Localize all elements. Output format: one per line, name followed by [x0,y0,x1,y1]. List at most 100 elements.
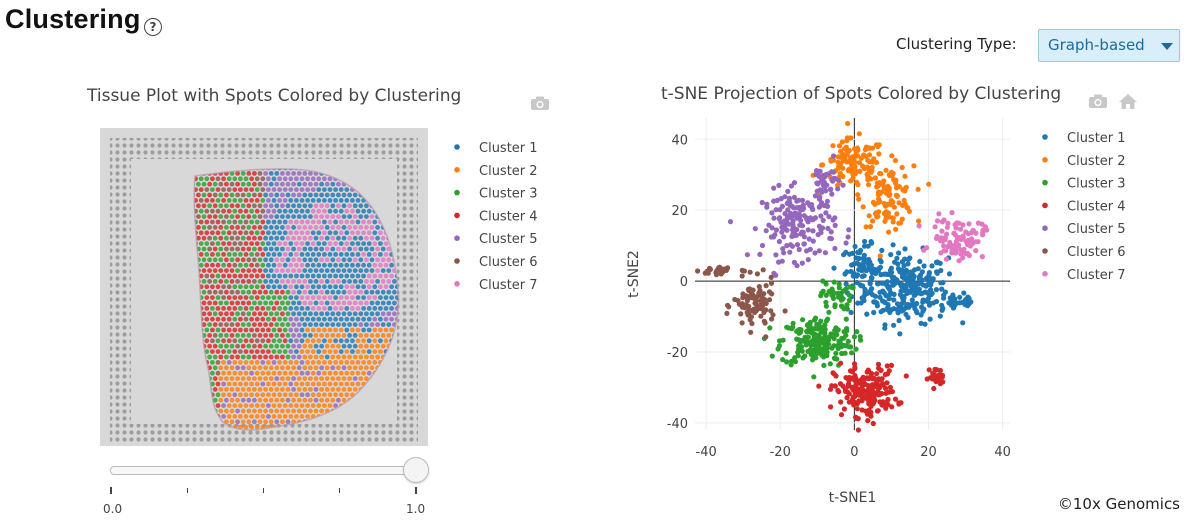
tissue-spot [238,403,243,408]
tsne-point [800,202,806,208]
home-icon[interactable] [1118,93,1138,110]
tissue-spot [316,295,322,300]
tissue-spot [277,338,282,344]
tissue-spot [308,300,313,306]
legend-item-label[interactable]: Cluster 1 [1067,131,1126,146]
tsne-point [889,153,895,159]
legend-item-label[interactable]: Cluster 5 [1067,222,1126,237]
tissue-spot [198,219,204,225]
tissue-spot [378,338,383,344]
legend-item-label[interactable]: Cluster 7 [1067,268,1126,283]
tissue-spot [260,338,266,344]
opacity-slider-handle[interactable] [403,457,429,483]
clustering-type-select[interactable]: Graph-based [1038,29,1180,62]
tissue-spot [333,198,338,203]
tissue-spot [271,316,277,322]
tissue-spot [350,349,355,354]
tissue-spot [282,349,288,354]
legend-item-label[interactable]: Cluster 2 [479,164,538,179]
tissue-spot [212,181,218,187]
camera-icon[interactable] [530,95,550,111]
tissue-spot [305,381,310,387]
tissue-spot [229,376,235,381]
opacity-slider-track[interactable] [110,466,418,475]
tissue-spot [263,408,268,414]
legend-item-label[interactable]: Cluster 4 [1067,199,1126,214]
legend-item-label[interactable]: Cluster 5 [479,232,538,247]
tissue-spot [324,343,330,349]
tsne-point [781,234,787,240]
legend-item-label[interactable]: Cluster 3 [479,187,538,202]
tissue-spot [260,241,266,246]
tissue-spot [338,370,344,376]
tissue-spot [215,392,221,398]
legend-item-label[interactable]: Cluster 4 [479,209,538,224]
tissue-spot [327,208,333,214]
tissue-spot [238,414,243,419]
camera-icon[interactable] [1088,93,1108,109]
tissue-spot [313,203,319,209]
help-icon[interactable]: ? [144,18,162,36]
tsne-point [858,155,864,161]
tissue-spot [212,279,218,284]
tissue-spot [229,279,235,284]
tissue-spot [364,279,369,284]
tsne-point [759,199,765,206]
tissue-spot [302,225,308,230]
tissue-spot [266,381,271,387]
tissue-spot [319,268,324,273]
legend-item-label[interactable]: Cluster 6 [479,255,538,270]
tsne-point [864,311,870,317]
tissue-spot [268,192,274,198]
legend-item-label[interactable]: Cluster 1 [479,141,538,156]
legend-item-label[interactable]: Cluster 3 [1067,177,1126,192]
legend-item-label[interactable]: Cluster 7 [479,278,538,293]
tissue-spot [327,403,333,408]
tissue-spot [344,338,350,344]
tissue-spot [257,214,263,219]
tissue-spot [347,300,352,306]
tissue-spot [263,322,268,327]
tissue-spot [369,322,375,327]
tissue-spot [285,376,291,381]
tissue-spot [229,289,235,295]
tissue-spot [229,333,235,338]
legend-item-label[interactable]: Cluster 2 [1067,154,1126,169]
tsne-point [810,228,816,234]
tissue-spot [260,252,266,257]
tissue-spot [218,387,224,392]
tissue-spot [229,311,235,317]
tissue-spot [347,235,352,241]
tsne-point [752,226,758,232]
tissue-spot [316,370,322,376]
tissue-spot [341,268,347,273]
tissue-spot [302,397,308,403]
tissue-spot [212,225,218,230]
tissue-spot [271,360,277,365]
tsne-point [816,248,822,254]
tissue-spot [322,295,327,300]
tissue-spot [240,311,246,317]
tissue-spot [196,225,201,230]
tsne-point [818,213,824,219]
tissue-spot [263,181,268,187]
tsne-point [845,338,851,344]
tissue-spot [347,387,352,392]
tissue-spot [221,403,226,408]
tissue-spot [308,279,313,284]
tissue-spot [218,333,224,338]
tissue-spot [226,381,232,387]
tsne-point [777,207,783,213]
tsne-point [899,259,905,265]
tissue-spot [268,225,274,230]
tissue-spot [204,306,210,311]
tsne-point [884,363,890,369]
tsne-point [778,219,784,225]
tissue-spot [224,203,229,209]
tsne-point [853,414,859,420]
tsne-point [836,143,843,149]
tissue-spot [296,343,302,349]
tissue-spot [285,343,291,349]
legend-item-label[interactable]: Cluster 6 [1067,245,1126,260]
tissue-spot [375,257,380,263]
